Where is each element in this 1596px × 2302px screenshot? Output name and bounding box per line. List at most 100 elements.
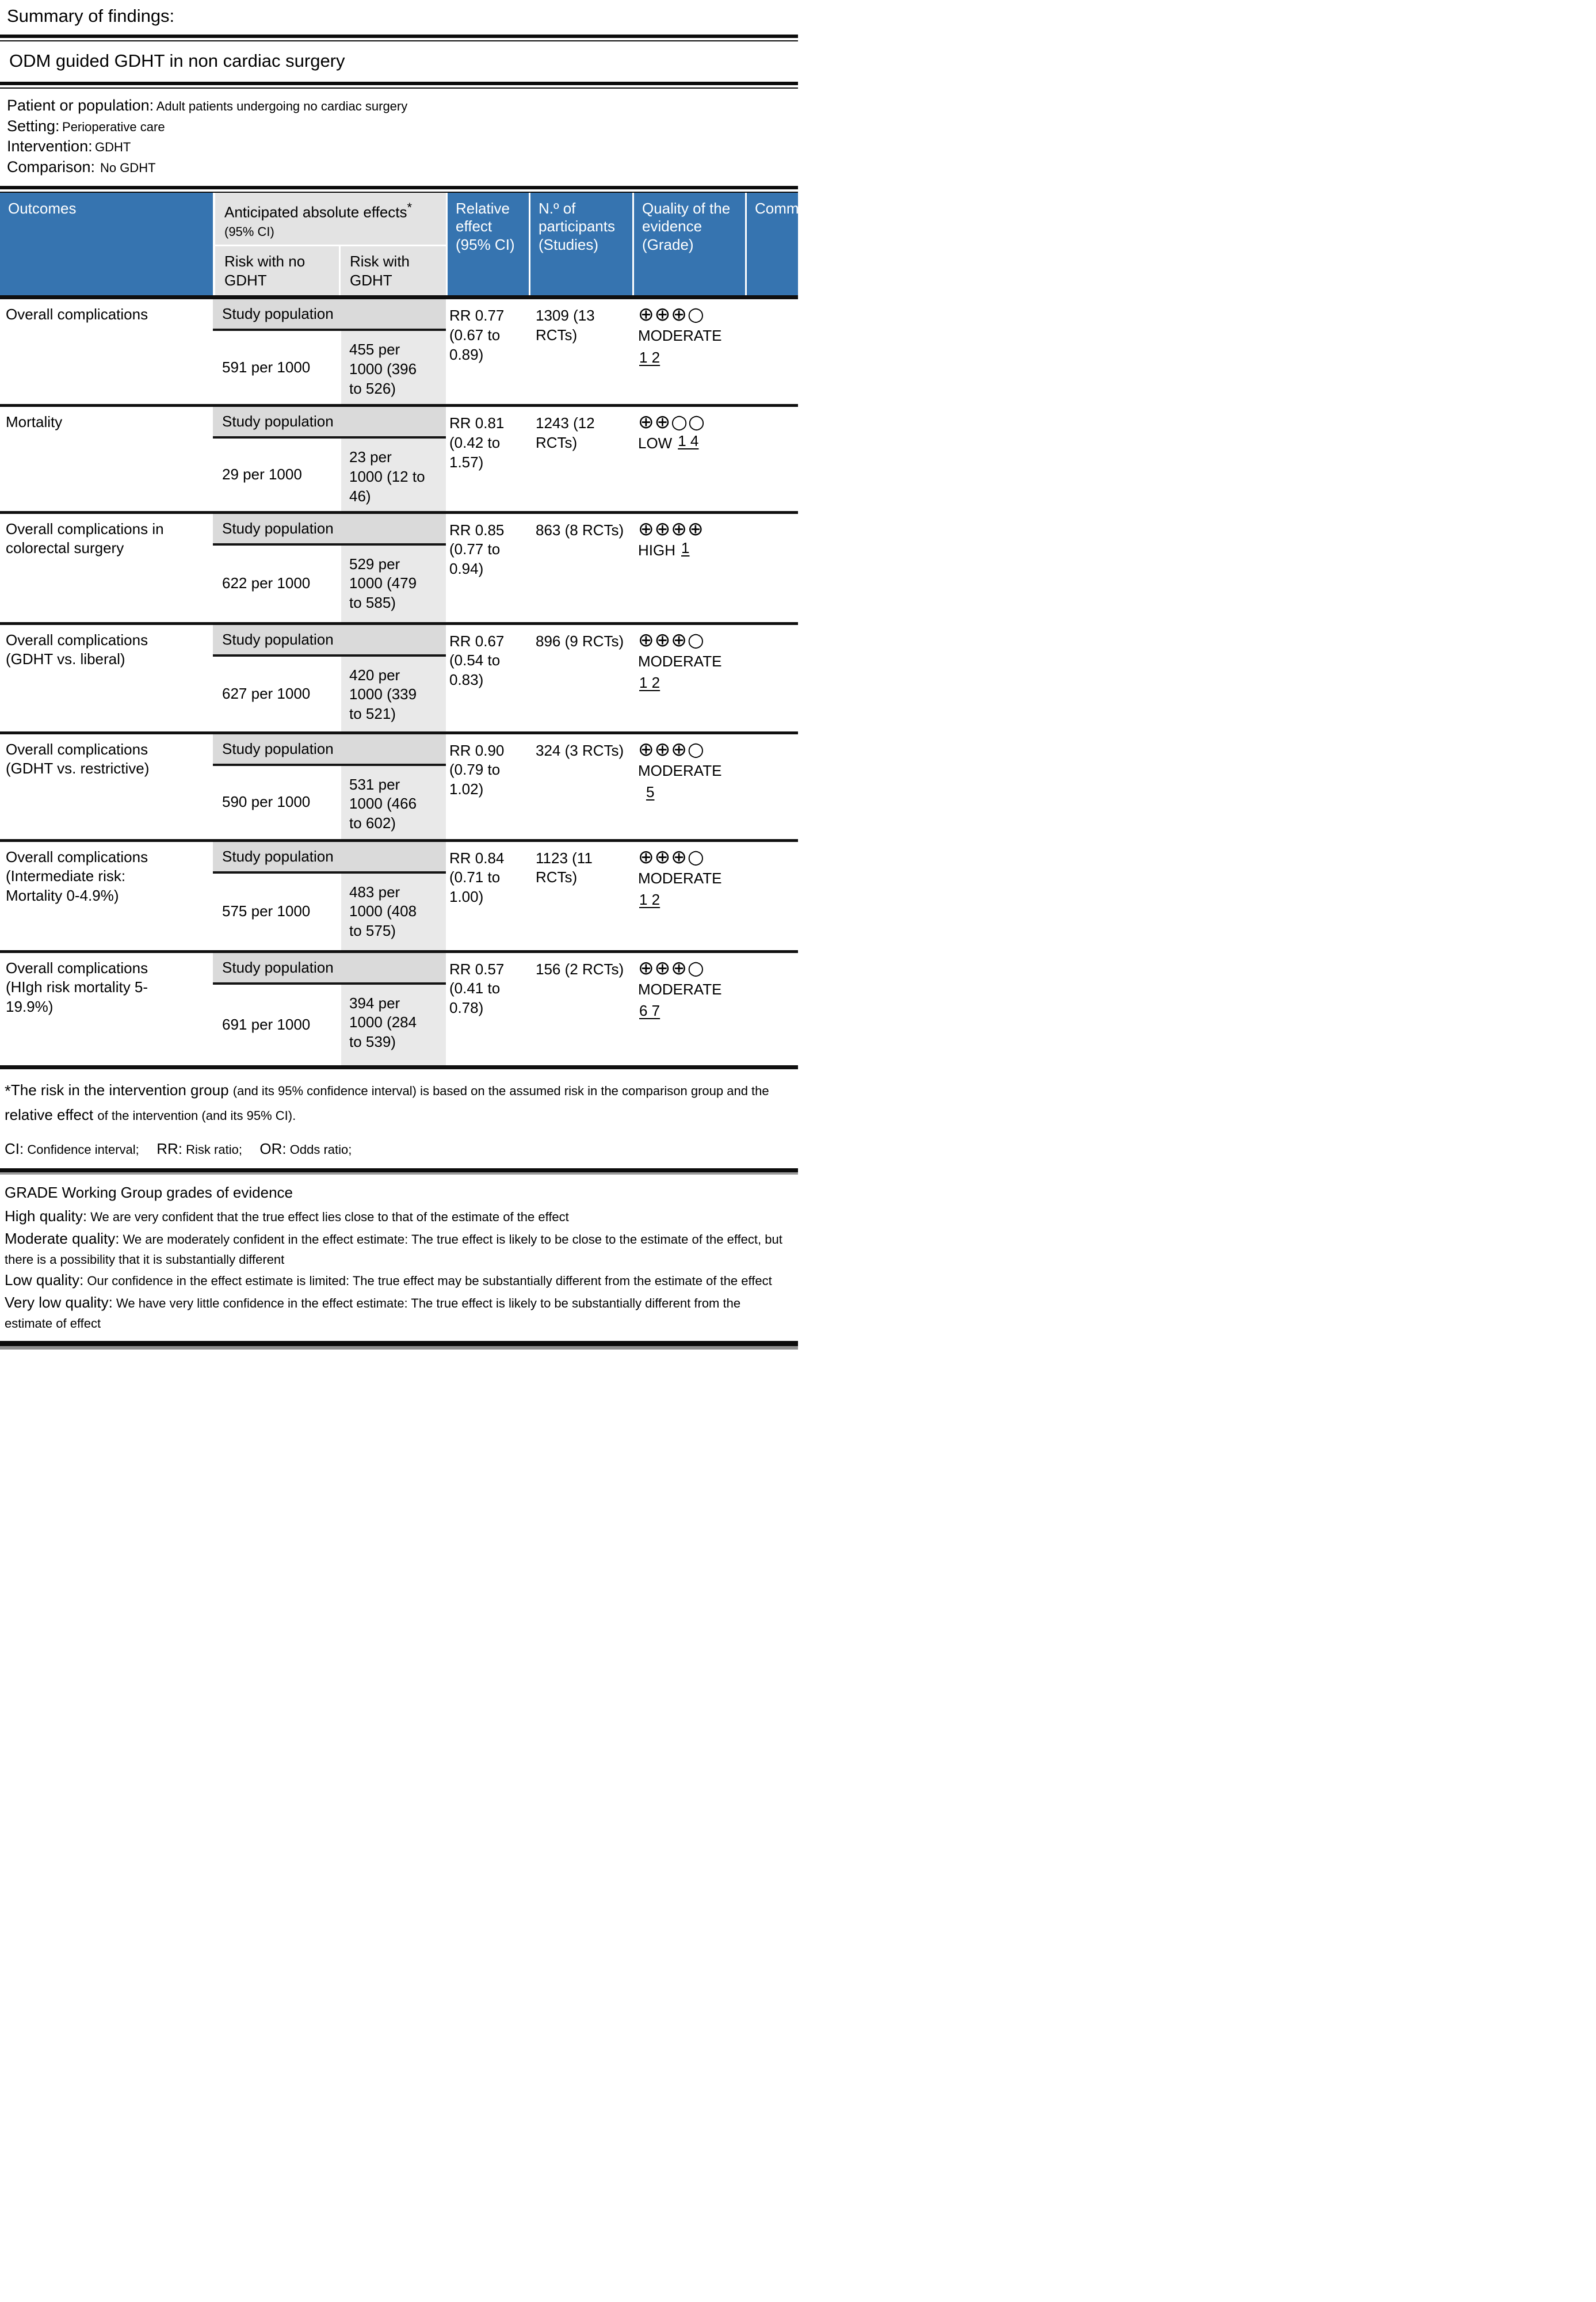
grade-symbols: ⊕⊕⊕○ (638, 956, 705, 979)
relative-effect-cell: RR 0.67 (0.54 to 0.83) (449, 632, 505, 689)
footnote-refs[interactable]: 1 (681, 539, 690, 557)
quality-cell: ⊕⊕⊕⊕ HIGH 1 (632, 514, 745, 622)
participants-cell: 863 (8 RCTs) (536, 521, 624, 539)
grade-symbols: ⊕⊕⊕○ (638, 303, 705, 326)
relative-effect-cell: RR 0.81 (0.42 to 1.57) (449, 414, 505, 471)
comments-cell (745, 734, 798, 839)
risk-no-gdht-cell: 627 per 1000 (222, 684, 311, 702)
quality-cell: ⊕⊕⊕○ MODERATE 1 2 (632, 299, 745, 404)
risk-with-gdht-cell: 531 per 1000 (466 to 602) (339, 765, 446, 839)
column-header-risk-with-gdht: Risk with GDHT (339, 246, 446, 296)
risk-with-gdht-cell: 529 per 1000 (479 to 585) (339, 545, 446, 622)
comments-cell (745, 953, 798, 1065)
grade-label: MODERATE (638, 980, 722, 998)
grade-item-very-low: Very low quality: We have very little co… (5, 1291, 788, 1333)
abbr-rr-text: Risk ratio; (182, 1142, 242, 1157)
footnote-refs[interactable]: 6 7 (639, 1001, 660, 1019)
grade-item-text: We have very little confidence in the ef… (5, 1296, 741, 1331)
grade-label: MODERATE (638, 761, 722, 779)
quality-cell: ⊕⊕⊕○ MODERATE 6 7 (632, 953, 745, 1065)
divider (0, 185, 798, 193)
row-divider (0, 510, 798, 514)
row-divider (0, 1065, 798, 1069)
grade-symbols: ⊕⊕⊕⊕ (638, 517, 704, 540)
grade-item-low: Low quality: Our confidence in the effec… (5, 1269, 788, 1291)
abbr-or-text: Odds ratio; (286, 1142, 352, 1157)
absolute-effects-label: Anticipated absolute effects* (95% CI) (215, 193, 446, 245)
risk-with-gdht-cell: 455 per 1000 (396 to 526) (339, 331, 446, 405)
outcome-cell: Overall complications (6, 306, 148, 323)
footnote-refs[interactable]: 5 (646, 783, 655, 801)
outcome-cell: Overall complications (Intermediate risk… (6, 848, 148, 905)
grade-line: MODERATE 6 7 (638, 980, 743, 1021)
outcome-cell: Overall complications (HIgh risk mortali… (6, 959, 148, 1016)
bottom-padding (0, 1350, 798, 1353)
row-divider (0, 295, 798, 300)
abbr-or-label: OR: (259, 1140, 287, 1158)
abbreviations-line: CI: Confidence interval; RR: Risk ratio;… (0, 1132, 798, 1168)
risk-footnote: *The risk in the intervention group (and… (0, 1069, 798, 1133)
footnote-star: * (5, 1081, 11, 1100)
grade-item-text: We are very confident that the true effe… (87, 1210, 569, 1225)
risk-subheaders: Risk with no GDHT Risk with GDHT (215, 245, 446, 296)
setting-label: Setting: (7, 117, 60, 135)
quality-cell: ⊕⊕⊕○ MODERATE 1 2 (632, 842, 745, 950)
footnote-refs[interactable]: 1 2 (639, 673, 660, 691)
abbr-ci: CI: Confidence interval; (5, 1140, 139, 1157)
quality-cell: ⊕⊕⊕○ MODERATE 1 2 (632, 625, 745, 731)
column-header-participants: N.º of participants (Studies) (529, 192, 632, 296)
risk-no-gdht-cell: 691 per 1000 (222, 1015, 311, 1033)
grade-line: MODERATE 1 2 (638, 868, 743, 910)
grade-definitions-heading: GRADE Working Group grades of evidence (5, 1184, 293, 1202)
row-divider (0, 404, 798, 407)
absolute-effects-ci: (95% CI) (224, 224, 274, 239)
page-title: Summary of findings: (7, 6, 175, 26)
grade-item-label: Moderate quality: (5, 1230, 120, 1248)
patient-population-value: Adult patients undergoing no cardiac sur… (156, 99, 408, 113)
footnote-refs[interactable]: 1 2 (639, 348, 660, 366)
participants-cell: 1243 (12 RCTs) (536, 414, 595, 451)
grade-symbols: ⊕⊕⊕○ (638, 628, 705, 651)
grade-label: MODERATE (638, 652, 722, 670)
comparison-value: No GDHT (100, 160, 156, 175)
grade-symbols: ⊕⊕○○ (638, 410, 705, 433)
footnote-refs[interactable]: 1 2 (639, 890, 660, 908)
grade-line: MODERATE 5 (638, 761, 743, 802)
risk-no-gdht-cell: 622 per 1000 (222, 574, 311, 592)
row-divider (0, 731, 798, 734)
risk-no-gdht-cell: 591 per 1000 (222, 358, 311, 376)
footnote-refs[interactable]: 1 4 (678, 432, 699, 450)
grade-item-text: Our confidence in the effect estimate is… (83, 1274, 772, 1289)
abbr-ci-text: Confidence interval; (24, 1142, 139, 1157)
grade-label: HIGH (638, 541, 675, 559)
table-header-row: Outcomes Anticipated absolute effects* (… (0, 192, 827, 296)
divider (0, 1168, 798, 1175)
population-info: Patient or population: Adult patients un… (0, 89, 798, 186)
grade-label: MODERATE (638, 327, 722, 345)
abbr-rr-label: RR: (156, 1140, 183, 1158)
footnote-small-1: (and its 95% confidence interval) is bas… (232, 1083, 769, 1098)
footnote-small-2: of the intervention (and its 95% CI). (97, 1108, 296, 1123)
row-divider (0, 622, 798, 625)
grade-line: MODERATE 1 2 (638, 326, 743, 367)
study-population-band: Study population (213, 952, 446, 985)
footnote-big-1: The risk in the intervention group (10, 1081, 233, 1099)
table-row: Overall complications (GDHT vs. restrict… (0, 734, 798, 839)
column-header-absolute-effects: Anticipated absolute effects* (95% CI) R… (213, 192, 446, 296)
outcome-cell: Overall complications in colorectal surg… (6, 520, 164, 557)
participants-cell: 156 (2 RCTs) (536, 960, 624, 978)
study-population-band: Study population (213, 407, 446, 439)
footnote-star-marker: * (407, 200, 413, 215)
outcome-cell: Overall complications (GDHT vs. liberal) (6, 631, 148, 668)
footnote-big-2: relative effect (5, 1106, 98, 1123)
table-title: ODM guided GDHT in non cardiac surgery (9, 51, 345, 71)
intervention-label: Intervention: (7, 138, 93, 155)
outcome-cell: Overall complications (GDHT vs. restrict… (6, 740, 150, 778)
participants-cell: 1123 (11 RCTs) (536, 849, 593, 886)
risk-with-gdht-cell: 420 per 1000 (339 to 521) (339, 656, 446, 731)
grade-label: MODERATE (638, 869, 722, 887)
absolute-effects-text: Anticipated absolute effects (224, 203, 407, 221)
risk-no-gdht-cell: 29 per 1000 (222, 465, 302, 483)
column-header-relative-effect: Relative effect (95% CI) (446, 192, 529, 296)
grade-item-moderate: Moderate quality: We are moderately conf… (5, 1228, 788, 1269)
